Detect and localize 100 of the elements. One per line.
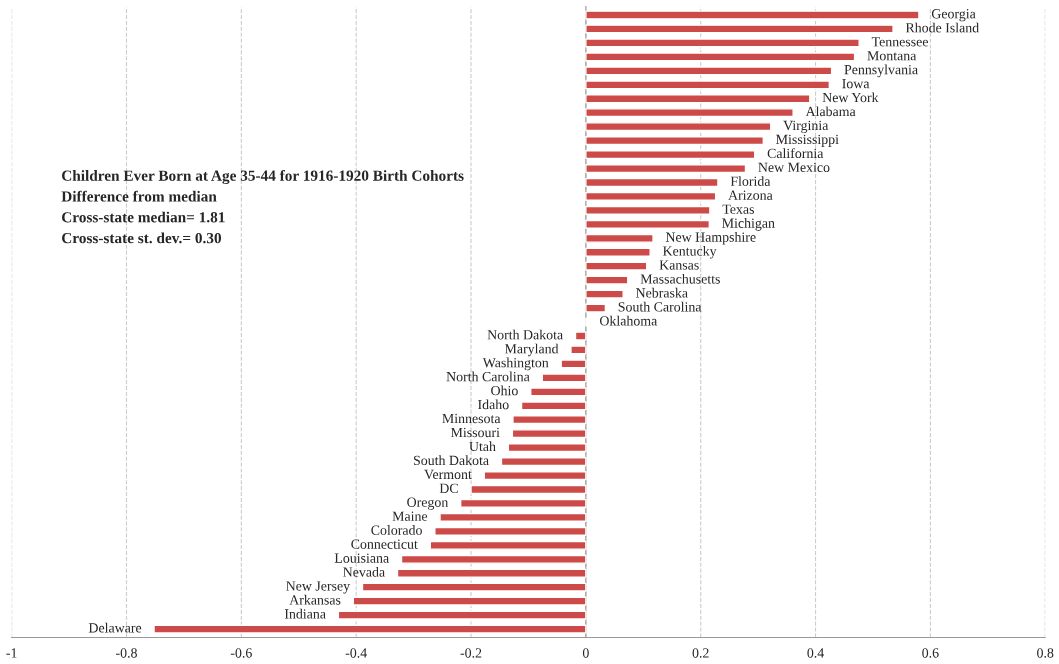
bar <box>585 177 719 188</box>
y-tick-label: Idaho <box>478 399 509 410</box>
y-tick-label: Nebraska <box>635 287 688 298</box>
y-tick-label: Ohio <box>491 385 518 396</box>
bar <box>396 568 587 578</box>
bar <box>585 108 794 118</box>
bar <box>511 429 587 439</box>
bar <box>585 303 607 313</box>
x-tick-label: 0 <box>582 648 589 658</box>
y-tick-label: Oklahoma <box>599 315 658 326</box>
x-tick-label: 0.8 <box>1037 648 1054 658</box>
y-tick-label: Maine <box>392 511 428 521</box>
y-tick-label: Louisiana <box>334 553 389 563</box>
bar <box>459 498 587 508</box>
text: Difference from median <box>61 190 217 202</box>
y-tick-label: North Dakota <box>487 329 563 340</box>
bar <box>585 10 920 20</box>
y-tick-label: Vermont <box>424 469 472 480</box>
y-tick-label: Connecticut <box>351 539 418 549</box>
bar <box>574 331 587 341</box>
bar <box>585 191 717 201</box>
y-tick-label: California <box>767 148 824 159</box>
y-tick-label: Iowa <box>842 79 870 89</box>
y-tick-label: Georgia <box>931 9 976 22</box>
y-tick-label: New Hampshire <box>665 232 756 245</box>
bar <box>585 38 860 48</box>
y-tick-label: Colorado <box>371 525 422 535</box>
bar <box>429 540 587 550</box>
y-tick-label: Delaware <box>88 622 142 633</box>
bar <box>483 471 587 481</box>
bar <box>439 512 587 522</box>
x-tick-label: 0.2 <box>692 648 709 658</box>
bar <box>585 261 648 271</box>
y-tick-label: New Mexico <box>758 162 830 172</box>
bar <box>585 275 629 285</box>
y-tick-label: Alabama <box>805 106 856 117</box>
bar <box>585 80 831 90</box>
bar <box>585 219 711 229</box>
y-tick-label: Indiana <box>284 608 326 619</box>
y-tick-label: Texas <box>722 204 754 214</box>
y-tick-label: Kansas <box>659 260 699 270</box>
bar <box>507 443 587 453</box>
y-tick-label: Arkansas <box>289 594 341 605</box>
x-tick-label: -0.8 <box>116 648 137 658</box>
bar <box>585 136 764 146</box>
bar <box>361 582 587 592</box>
y-tick-label: Florida <box>730 176 771 186</box>
y-tick-label: Pennsylvania <box>844 64 918 78</box>
y-tick-label: Minnesota <box>442 413 501 424</box>
y-tick-label: Utah <box>469 441 496 452</box>
text: Children Ever Born at Age 35-44 for 1916-1920 Birth Cohorts <box>62 169 464 185</box>
y-tick-label: Kentucky <box>662 245 717 259</box>
x-tick-label: 0.6 <box>922 648 939 658</box>
annotation: Cross-state st. dev.= 0.30 <box>62 232 222 244</box>
bar <box>434 526 587 536</box>
bar <box>585 122 772 132</box>
bar <box>585 205 711 215</box>
y-tick-label: Mississippi <box>776 134 839 147</box>
y-tick-label: Missouri <box>450 427 500 438</box>
bar <box>585 163 747 174</box>
bar <box>153 624 587 634</box>
bar <box>520 401 587 411</box>
x-tick-label: 0.4 <box>807 648 825 658</box>
y-tick-label: North Carolina <box>446 371 530 382</box>
x-tick-label: -1 <box>6 648 17 658</box>
bar <box>585 66 833 76</box>
y-tick-label: Tennessee <box>871 37 928 47</box>
y-tick-label: New York <box>822 92 879 103</box>
y-tick-label: Rhode Island <box>905 22 979 33</box>
y-tick-label: Virginia <box>783 120 829 133</box>
bar <box>585 24 894 34</box>
bar <box>337 610 587 620</box>
bar <box>560 359 587 369</box>
bar <box>585 52 856 62</box>
y-tick-label: South Carolina <box>618 301 702 312</box>
y-tick-label: Oregon <box>407 497 449 510</box>
y-tick-label: Massachusetts <box>640 273 720 284</box>
bar <box>512 415 587 425</box>
bar <box>585 233 654 243</box>
y-tick-label: Maryland <box>504 343 559 357</box>
bar <box>470 484 587 495</box>
y-tick-label: Michigan <box>722 218 775 231</box>
bar <box>585 247 651 257</box>
bar <box>541 373 587 383</box>
y-tick-label: Arizona <box>728 190 773 200</box>
y-tick-label: Washington <box>482 357 549 371</box>
y-tick-label: Nevada <box>343 566 385 577</box>
bar <box>570 345 587 355</box>
y-tick-label: South Dakota <box>413 455 489 466</box>
bar <box>585 94 811 104</box>
annotation: Cross-state median= 1.81 <box>62 211 225 223</box>
x-tick-label: -0.2 <box>460 648 482 658</box>
x-tick-label: -0.6 <box>230 648 252 658</box>
bar <box>500 457 587 467</box>
bar <box>585 289 624 299</box>
y-tick-label: Montana <box>867 51 917 61</box>
x-tick-label: -0.4 <box>345 648 367 658</box>
bar <box>352 596 587 606</box>
bar <box>585 150 756 160</box>
bar <box>530 387 587 397</box>
